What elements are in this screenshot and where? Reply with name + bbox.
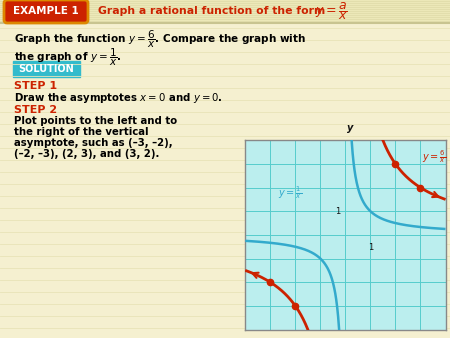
- Text: Graph a rational function of the form: Graph a rational function of the form: [98, 6, 329, 16]
- Text: the graph of $y = \dfrac{1}{x}$.: the graph of $y = \dfrac{1}{x}$.: [14, 46, 122, 68]
- Text: SOLUTION: SOLUTION: [18, 64, 74, 74]
- Text: EXAMPLE 1: EXAMPLE 1: [13, 6, 79, 16]
- Text: $y = \frac{1}{x}$: $y = \frac{1}{x}$: [278, 184, 302, 201]
- Text: y: y: [347, 123, 354, 133]
- Text: asymptote, such as (–3, –2),: asymptote, such as (–3, –2),: [14, 138, 173, 148]
- Text: Graph the function $y = \dfrac{6}{x}$. Compare the graph with: Graph the function $y = \dfrac{6}{x}$. C…: [14, 28, 306, 50]
- Text: Plot points to the left and to: Plot points to the left and to: [14, 116, 177, 126]
- Text: the right of the vertical: the right of the vertical: [14, 127, 148, 137]
- Text: 1: 1: [368, 243, 373, 252]
- Text: 1: 1: [335, 207, 340, 216]
- FancyBboxPatch shape: [13, 61, 80, 77]
- FancyBboxPatch shape: [4, 0, 88, 23]
- Text: STEP 2: STEP 2: [14, 105, 57, 115]
- Text: (–2, –3), (2, 3), and (3, 2).: (–2, –3), (2, 3), and (3, 2).: [14, 149, 159, 159]
- Text: $y = \frac{6}{x}$: $y = \frac{6}{x}$: [422, 148, 446, 165]
- Bar: [0, 0, 450, 22]
- Text: Draw the asymptotes $x = 0$ and $y = 0$.: Draw the asymptotes $x = 0$ and $y = 0$.: [14, 91, 223, 105]
- Text: $y = \dfrac{a}{x}$: $y = \dfrac{a}{x}$: [315, 0, 348, 22]
- Text: STEP 1: STEP 1: [14, 81, 57, 91]
